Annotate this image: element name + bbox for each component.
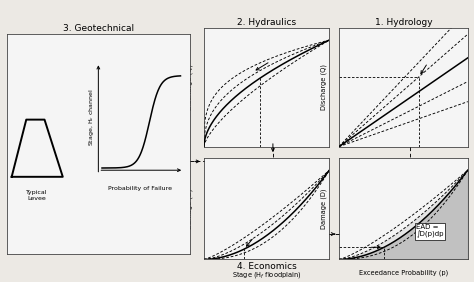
Title: 3. Geotechnical: 3. Geotechnical (63, 24, 134, 33)
Text: EAD =
∫D(p)dp: EAD = ∫D(p)dp (416, 224, 444, 238)
Text: 1. Hydrology: 1. Hydrology (374, 18, 432, 27)
Y-axis label: Discharge (Q): Discharge (Q) (321, 64, 328, 111)
X-axis label: Exceedance Probability (p): Exceedance Probability (p) (359, 157, 448, 164)
Text: Typical
Levee: Typical Levee (27, 190, 48, 201)
Y-axis label: Damage (D): Damage (D) (321, 188, 328, 229)
X-axis label: Stage (H$_f$ floodplain): Stage (H$_f$ floodplain) (232, 270, 301, 279)
Text: 2. Hydraulics: 2. Hydraulics (237, 18, 296, 27)
Y-axis label: Damage (D): Damage (D) (186, 188, 192, 229)
Text: 4. Economics: 4. Economics (237, 262, 297, 271)
X-axis label: Exceedance Probability (p): Exceedance Probability (p) (359, 270, 448, 276)
X-axis label: Stage (H$_c$ channel): Stage (H$_c$ channel) (235, 157, 299, 167)
Text: Stage, H$_c$ channel: Stage, H$_c$ channel (88, 89, 97, 146)
Text: Probability of Failure: Probability of Failure (109, 186, 173, 191)
Y-axis label: Discharge (Q): Discharge (Q) (186, 64, 192, 111)
